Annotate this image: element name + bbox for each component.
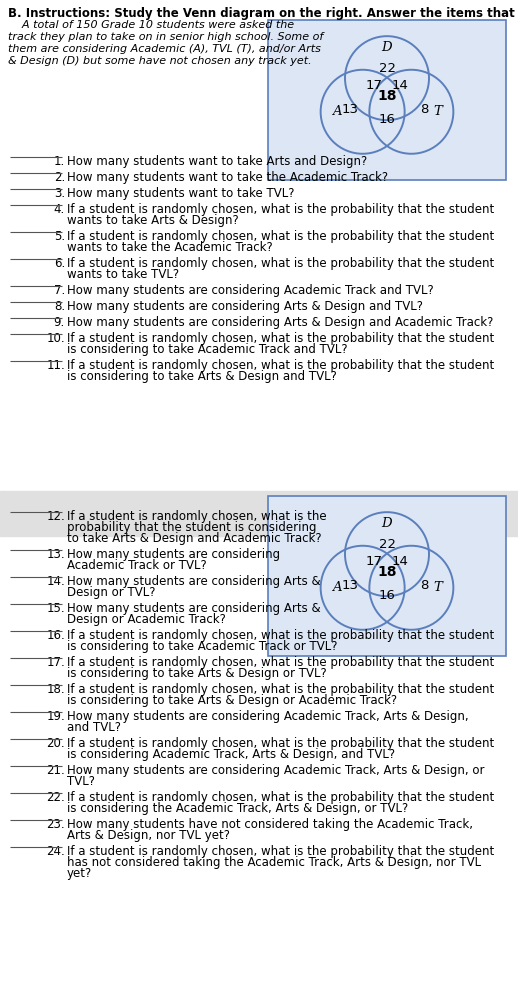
Text: 14: 14	[391, 78, 408, 92]
Text: 13: 13	[341, 103, 358, 116]
Text: 14.: 14.	[46, 575, 65, 588]
Text: Design or Academic Track?: Design or Academic Track?	[67, 613, 226, 626]
Text: 20.: 20.	[47, 737, 65, 750]
Text: 19.: 19.	[46, 710, 65, 723]
Text: to take Arts & Design and Academic Track?: to take Arts & Design and Academic Track…	[67, 532, 322, 545]
Text: If a student is randomly chosen, what is the probability that the student: If a student is randomly chosen, what is…	[67, 791, 494, 804]
Text: 16.: 16.	[46, 629, 65, 642]
Text: 24.: 24.	[46, 845, 65, 858]
Text: How many students want to take TVL?: How many students want to take TVL?	[67, 187, 295, 200]
Text: D: D	[382, 42, 392, 55]
Text: 21.: 21.	[46, 764, 65, 777]
Text: 8.: 8.	[54, 300, 65, 313]
Text: A total of 150 Grade 10 students were asked the: A total of 150 Grade 10 students were as…	[8, 20, 294, 30]
Text: If a student is randomly chosen, what is the probability that the student: If a student is randomly chosen, what is…	[67, 203, 494, 216]
Text: If a student is randomly chosen, what is the probability that the student: If a student is randomly chosen, what is…	[67, 230, 494, 243]
Text: A: A	[332, 105, 341, 118]
Text: If a student is randomly chosen, what is the probability that the student: If a student is randomly chosen, what is…	[67, 845, 494, 858]
Text: How many students are considering Arts & Design and Academic Track?: How many students are considering Arts &…	[67, 316, 493, 329]
Text: How many students want to take Arts and Design?: How many students want to take Arts and …	[67, 155, 367, 168]
FancyBboxPatch shape	[268, 20, 506, 180]
Text: 15.: 15.	[47, 602, 65, 615]
Text: is considering to take Academic Track or TVL?: is considering to take Academic Track or…	[67, 640, 338, 653]
Text: If a student is randomly chosen, what is the probability that the student: If a student is randomly chosen, what is…	[67, 332, 494, 345]
Text: If a student is randomly chosen, what is the probability that the student: If a student is randomly chosen, what is…	[67, 656, 494, 669]
Text: 12.: 12.	[46, 510, 65, 523]
FancyBboxPatch shape	[268, 496, 506, 656]
Text: wants to take TVL?: wants to take TVL?	[67, 268, 179, 281]
Text: is considering to take Academic Track and TVL?: is considering to take Academic Track an…	[67, 343, 348, 356]
Text: If a student is randomly chosen, what is the probability that the student: If a student is randomly chosen, what is…	[67, 629, 494, 642]
Text: T: T	[433, 581, 442, 594]
Text: 17.: 17.	[46, 656, 65, 669]
Text: How many students are considering Arts & Design and TVL?: How many students are considering Arts &…	[67, 300, 423, 313]
Text: 8: 8	[420, 579, 428, 592]
Text: 6.: 6.	[54, 257, 65, 270]
Text: If a student is randomly chosen, what is the probability that the student: If a student is randomly chosen, what is…	[67, 257, 494, 270]
Text: 7.: 7.	[54, 284, 65, 297]
Text: 5.: 5.	[54, 230, 65, 243]
Text: If a student is randomly chosen, what is the probability that the student: If a student is randomly chosen, what is…	[67, 359, 494, 372]
Text: 11.: 11.	[46, 359, 65, 372]
Text: is considering the Academic Track, Arts & Design, or TVL?: is considering the Academic Track, Arts …	[67, 802, 408, 815]
Text: 17: 17	[366, 78, 383, 92]
Text: 2.: 2.	[54, 171, 65, 184]
Text: 17: 17	[366, 555, 383, 567]
Text: is considering to take Arts & Design or Academic Track?: is considering to take Arts & Design or …	[67, 694, 397, 707]
Text: 13.: 13.	[47, 548, 65, 561]
Text: 16: 16	[379, 113, 395, 126]
Text: 22.: 22.	[46, 791, 65, 804]
Text: If a student is randomly chosen, what is the: If a student is randomly chosen, what is…	[67, 510, 327, 523]
Text: How many students are considering: How many students are considering	[67, 548, 280, 561]
Text: 22: 22	[379, 539, 396, 552]
Text: is considering Academic Track, Arts & Design, and TVL?: is considering Academic Track, Arts & De…	[67, 748, 395, 761]
Text: wants to take the Academic Track?: wants to take the Academic Track?	[67, 241, 273, 254]
Text: probability that the student is considering: probability that the student is consider…	[67, 521, 316, 534]
Text: & Design (D) but some have not chosen any track yet.: & Design (D) but some have not chosen an…	[8, 56, 312, 66]
Text: If a student is randomly chosen, what is the probability that the student: If a student is randomly chosen, what is…	[67, 737, 494, 750]
Text: Academic Track or TVL?: Academic Track or TVL?	[67, 559, 207, 572]
Text: track they plan to take on in senior high school. Some of: track they plan to take on in senior hig…	[8, 32, 323, 42]
Text: T: T	[433, 105, 442, 118]
Text: How many students are considering Arts &: How many students are considering Arts &	[67, 575, 321, 588]
Text: 13: 13	[341, 579, 358, 592]
Text: is considering to take Arts & Design or TVL?: is considering to take Arts & Design or …	[67, 667, 327, 680]
Text: 1.: 1.	[54, 155, 65, 168]
Text: 16: 16	[379, 589, 395, 602]
Text: How many students are considering Arts &: How many students are considering Arts &	[67, 602, 321, 615]
Text: 18: 18	[377, 89, 397, 103]
Text: 18: 18	[377, 564, 397, 578]
Text: How many students are considering Academic Track, Arts & Design,: How many students are considering Academ…	[67, 710, 469, 723]
Text: B. Instructions: Study the Venn diagram on the right. Answer the items that foll: B. Instructions: Study the Venn diagram …	[8, 7, 518, 20]
Text: wants to take Arts & Design?: wants to take Arts & Design?	[67, 214, 239, 227]
Text: 14: 14	[391, 555, 408, 567]
Text: 4.: 4.	[54, 203, 65, 216]
Text: D: D	[382, 518, 392, 531]
Text: 8: 8	[420, 103, 428, 116]
Text: Design or TVL?: Design or TVL?	[67, 586, 155, 599]
Text: 18.: 18.	[47, 683, 65, 696]
Text: 10.: 10.	[47, 332, 65, 345]
Text: How many students have not considered taking the Academic Track,: How many students have not considered ta…	[67, 818, 473, 831]
Text: How many students are considering Academic Track and TVL?: How many students are considering Academ…	[67, 284, 434, 297]
Text: has not considered taking the Academic Track, Arts & Design, nor TVL: has not considered taking the Academic T…	[67, 856, 481, 869]
Text: How many students want to take the Academic Track?: How many students want to take the Acade…	[67, 171, 388, 184]
Text: and TVL?: and TVL?	[67, 721, 121, 734]
Text: A: A	[332, 581, 341, 594]
Text: How many students are considering Academic Track, Arts & Design, or: How many students are considering Academ…	[67, 764, 484, 777]
Text: them are considering Academic (A), TVL (T), and/or Arts: them are considering Academic (A), TVL (…	[8, 44, 321, 54]
Text: 3.: 3.	[54, 187, 65, 200]
Text: 9.: 9.	[54, 316, 65, 329]
Text: yet?: yet?	[67, 867, 92, 880]
Text: 22: 22	[379, 62, 396, 75]
Text: 23.: 23.	[47, 818, 65, 831]
Text: Arts & Design, nor TVL yet?: Arts & Design, nor TVL yet?	[67, 829, 230, 842]
Text: is considering to take Arts & Design and TVL?: is considering to take Arts & Design and…	[67, 370, 337, 383]
Bar	[0, 491, 518, 536]
Text: If a student is randomly chosen, what is the probability that the student: If a student is randomly chosen, what is…	[67, 683, 494, 696]
Text: TVL?: TVL?	[67, 775, 95, 788]
